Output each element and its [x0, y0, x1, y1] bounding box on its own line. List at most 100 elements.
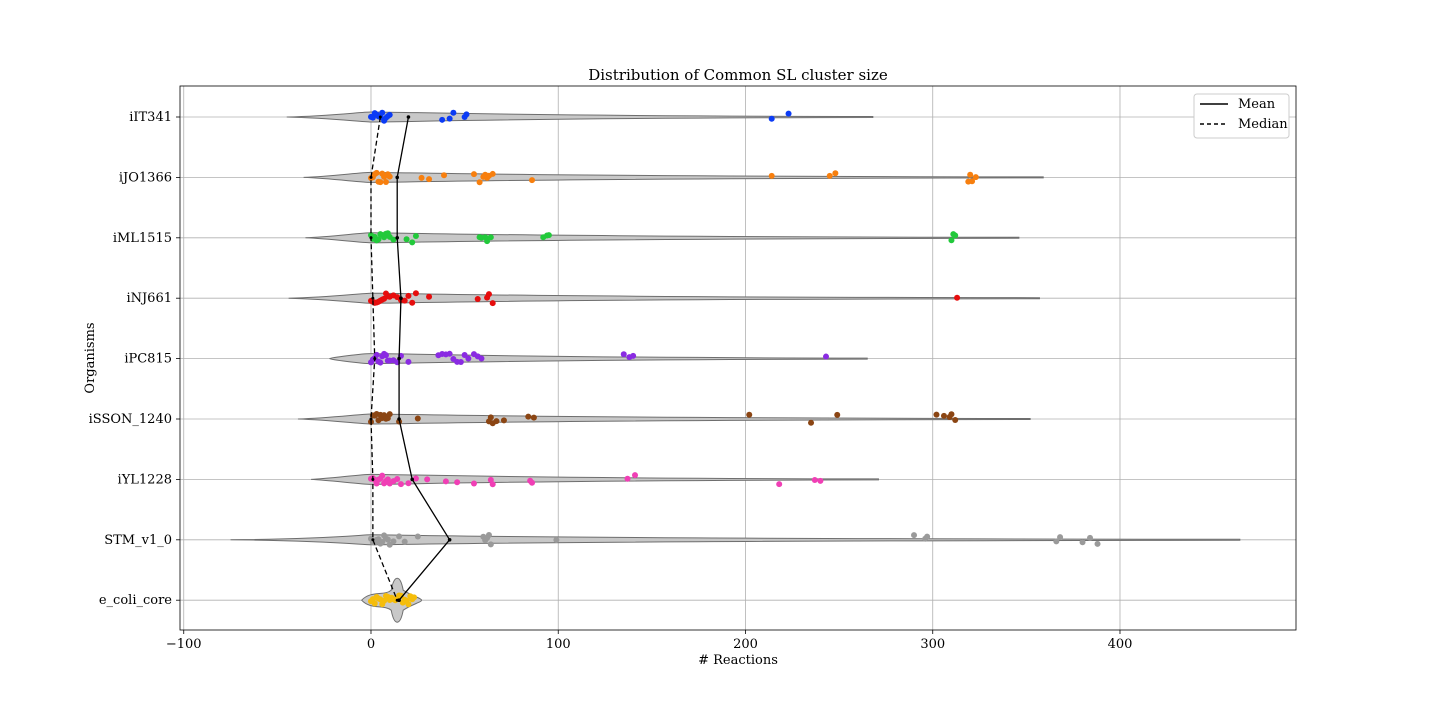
x-tick-label: 200	[733, 637, 758, 652]
y-tick-label: e_coli_core	[99, 593, 172, 608]
data-point	[954, 294, 961, 301]
data-point	[632, 472, 639, 479]
y-tick-label: iIT341	[129, 110, 172, 125]
data-point	[785, 110, 792, 117]
data-point	[811, 476, 818, 483]
data-point	[776, 481, 783, 488]
data-point	[630, 352, 637, 359]
data-point	[384, 536, 391, 543]
data-point	[487, 234, 494, 241]
data-point	[377, 179, 384, 186]
data-point	[972, 174, 979, 181]
data-point	[620, 351, 627, 358]
data-point	[386, 111, 393, 118]
data-point	[1087, 534, 1094, 541]
data-point	[426, 293, 433, 300]
legend-box	[1193, 93, 1290, 139]
data-point	[397, 592, 404, 599]
y-tick-label: iPC815	[124, 352, 172, 367]
data-point	[463, 111, 470, 118]
data-point	[529, 479, 536, 486]
mean-marker	[399, 296, 403, 301]
data-point	[414, 415, 421, 422]
median-marker	[395, 598, 399, 602]
legend: Mean Median	[1193, 93, 1290, 139]
median-marker	[371, 296, 375, 300]
data-point	[624, 475, 631, 482]
median-marker	[371, 477, 375, 481]
violin-shape	[303, 171, 1044, 183]
data-point	[487, 414, 494, 421]
data-point	[489, 300, 496, 307]
data-point	[470, 480, 477, 487]
data-point	[484, 238, 491, 245]
x-axis-ticks: −100 0 100 200 300 400	[166, 630, 1132, 652]
median-marker	[373, 357, 377, 361]
data-point	[454, 479, 461, 486]
legend-median-label: Median	[1238, 117, 1288, 132]
data-point	[382, 178, 389, 185]
legend-mean-label: Mean	[1238, 97, 1276, 112]
y-axis-title: Organisms	[83, 322, 98, 393]
data-point	[405, 358, 412, 365]
data-point	[826, 172, 833, 179]
data-point	[487, 541, 494, 548]
data-point	[768, 172, 775, 179]
data-point	[485, 532, 492, 539]
data-point	[409, 299, 416, 306]
data-point	[377, 359, 384, 366]
data-point	[401, 297, 408, 304]
data-point	[379, 539, 386, 546]
y-tick-label: iJO1366	[119, 170, 172, 185]
data-point	[401, 538, 408, 545]
data-point	[529, 177, 536, 184]
data-point	[450, 109, 457, 116]
median-marker	[369, 175, 373, 179]
data-point	[1094, 540, 1101, 547]
data-point	[474, 296, 481, 303]
mean-median-lines	[369, 115, 452, 602]
x-tick-label: 0	[367, 637, 375, 652]
data-point	[489, 481, 496, 488]
data-point	[405, 480, 412, 487]
data-point	[500, 417, 507, 424]
data-point	[832, 170, 839, 177]
x-tick-label: −100	[166, 637, 202, 652]
data-point	[768, 115, 775, 122]
violin-shape	[297, 413, 1031, 425]
data-point	[373, 169, 380, 176]
data-point	[948, 237, 955, 244]
data-point	[411, 594, 418, 601]
data-point	[457, 359, 464, 366]
data-point	[525, 413, 532, 420]
data-point	[967, 171, 974, 178]
data-point	[394, 475, 401, 482]
data-point	[1079, 539, 1086, 546]
median-marker	[371, 538, 375, 542]
mean-marker	[397, 417, 401, 421]
data-point	[834, 411, 841, 418]
y-tick-label: STM_v1_0	[104, 533, 172, 548]
median-marker	[369, 236, 373, 240]
data-point	[489, 170, 496, 177]
data-point	[441, 172, 448, 179]
data-point	[478, 355, 485, 362]
data-point	[409, 239, 416, 246]
data-point	[940, 412, 947, 419]
data-point	[426, 176, 433, 183]
data-point	[553, 536, 560, 543]
y-axis-ticks: iIT341 iJO1366 iML1515 iNJ661 iPC815 iSSON_12…	[89, 110, 180, 608]
data-point	[379, 472, 386, 479]
data-point	[465, 355, 472, 362]
data-point	[403, 236, 410, 243]
data-point	[405, 292, 412, 299]
data-point	[439, 116, 446, 123]
data-point	[371, 600, 378, 607]
data-point	[405, 601, 412, 608]
y-tick-label: iNJ661	[126, 291, 172, 306]
y-tick-label: iYL1228	[118, 472, 172, 487]
data-point	[446, 350, 453, 357]
data-point	[424, 476, 431, 483]
data-point	[823, 353, 830, 360]
